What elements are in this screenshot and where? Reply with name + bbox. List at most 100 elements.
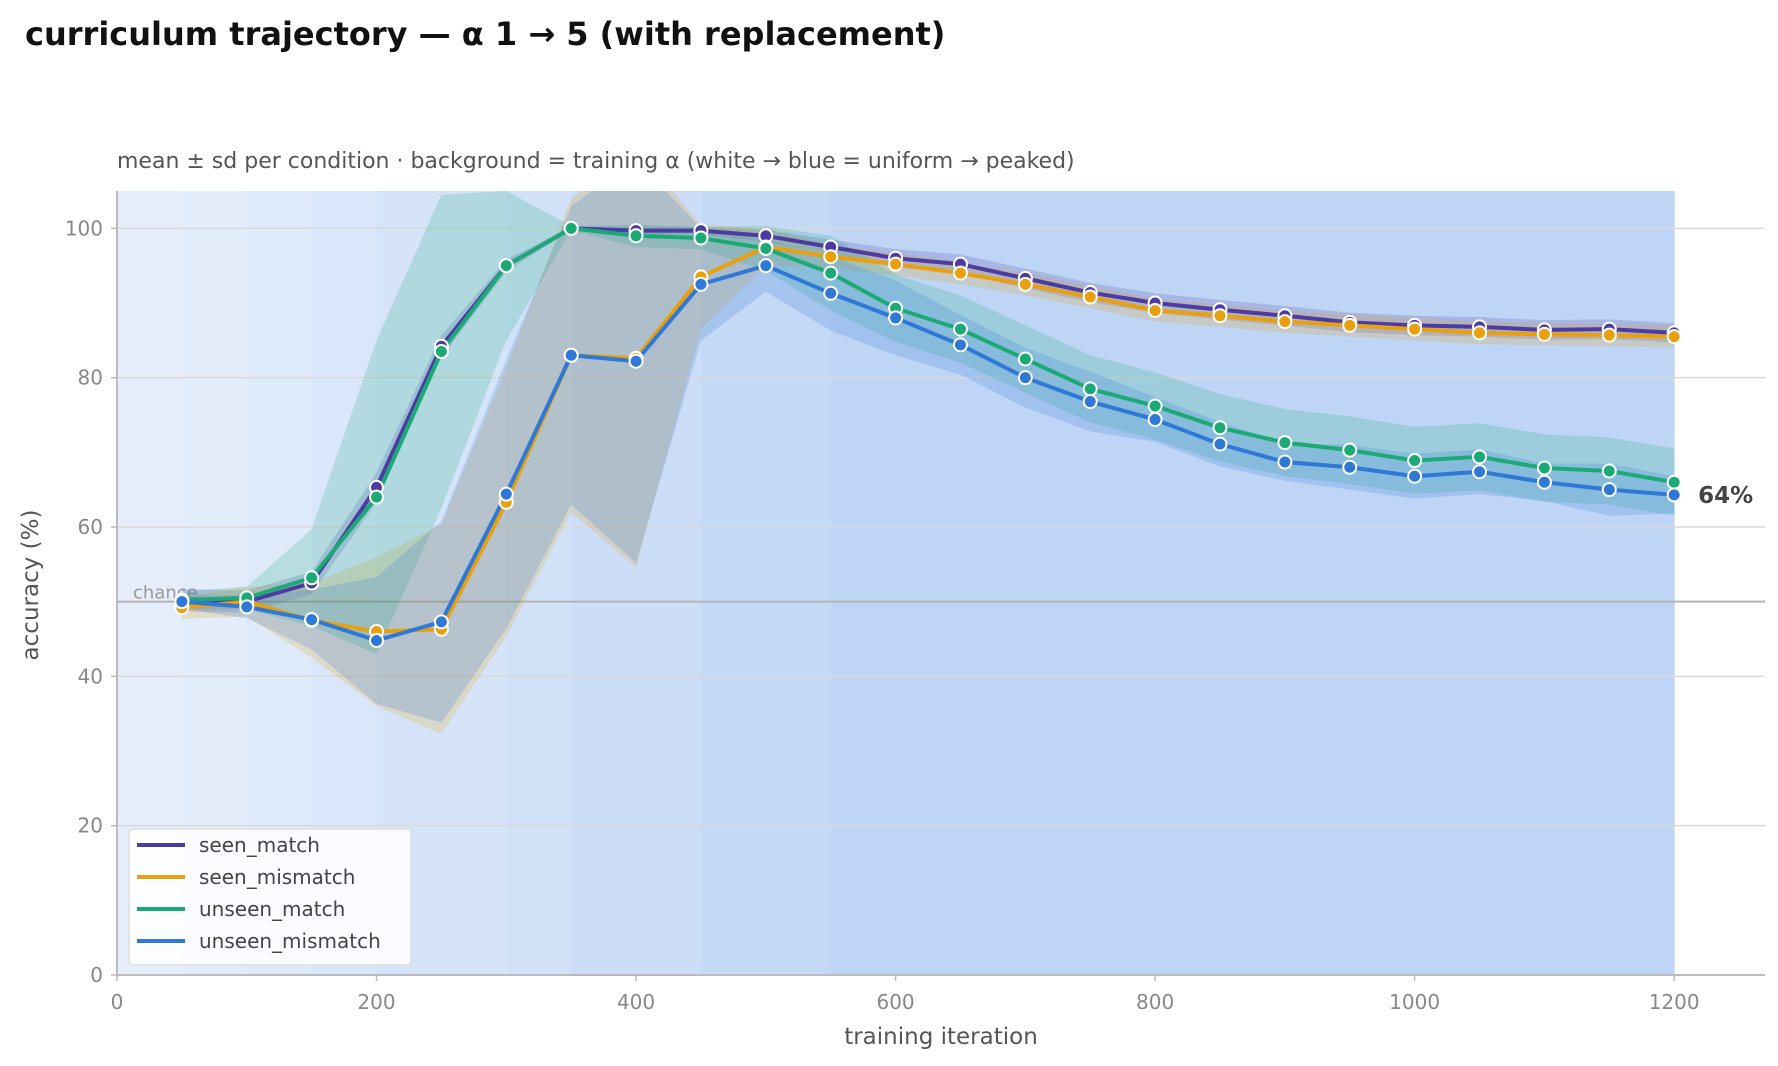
y-tick-label: 80: [78, 366, 103, 390]
point-unseen-mismatch: [693, 276, 709, 292]
legend: seen_match seen_mismatch unseen_matchunsee…: [128, 828, 412, 966]
point-unseen-match: [498, 258, 514, 274]
end-annotation: 64%: [1698, 483, 1753, 509]
point-seen-mismatch: [1017, 276, 1033, 292]
point-unseen-mismatch: [758, 258, 774, 274]
point-unseen-mismatch: [1342, 459, 1358, 475]
sd-band-unseen-match: [181, 191, 1675, 654]
point-unseen-match: [1601, 463, 1617, 479]
point-unseen-mismatch: [174, 594, 190, 610]
point-seen-mismatch: [1601, 327, 1617, 343]
point-unseen-match: [433, 344, 449, 360]
point-unseen-match: [369, 489, 385, 505]
point-unseen-match: [1536, 460, 1552, 476]
sd-band-seen-mismatch: [181, 191, 1675, 734]
point-unseen-mismatch: [1082, 394, 1098, 410]
x-axis-label: training iteration: [844, 1024, 1038, 1050]
sd-band-unseen-mismatch: [181, 191, 1675, 723]
series-line-seen-match: [181, 226, 1675, 604]
y-tick-label: 60: [78, 515, 103, 539]
point-unseen-mismatch: [628, 353, 644, 369]
y-tick-label: 20: [78, 814, 103, 838]
point-unseen-match: [1147, 398, 1163, 414]
point-unseen-mismatch: [1601, 482, 1617, 498]
series-lines: [181, 226, 1675, 643]
x-tick-label: 400: [617, 990, 655, 1014]
point-seen-mismatch: [1342, 317, 1358, 333]
point-unseen-mismatch: [433, 614, 449, 630]
point-unseen-mismatch: [1666, 487, 1682, 503]
point-unseen-match: [563, 220, 579, 236]
end-value-label: 64%: [1698, 483, 1753, 509]
point-unseen-mismatch: [239, 599, 255, 615]
point-seen-mismatch: [1277, 314, 1293, 330]
point-seen-mismatch: [952, 265, 968, 281]
point-unseen-mismatch: [1407, 468, 1423, 484]
series-line-seen-mismatch: [181, 245, 1675, 634]
point-unseen-mismatch: [498, 486, 514, 502]
legend-label-unseen-match: unseen_match: [199, 897, 345, 921]
alpha-stripe: [571, 191, 702, 975]
plot-background: [117, 191, 1675, 975]
x-tick-label: 0: [111, 990, 124, 1014]
x-tick-label: 600: [876, 990, 914, 1014]
point-seen-mismatch: [1536, 326, 1552, 342]
point-unseen-match: [1407, 453, 1423, 469]
alpha-stripe: [506, 191, 572, 975]
point-unseen-match: [758, 240, 774, 256]
point-unseen-match: [1472, 449, 1488, 465]
point-unseen-match: [304, 570, 320, 586]
point-unseen-mismatch: [369, 632, 385, 648]
x-tick-label: 800: [1136, 990, 1174, 1014]
legend-label-seen-match: seen_match: [199, 833, 320, 857]
point-unseen-match: [628, 228, 644, 244]
point-unseen-match: [1277, 435, 1293, 451]
point-unseen-mismatch: [823, 285, 839, 301]
chart-title: curriculum trajectory — α 1 → 5 (with re…: [25, 15, 945, 53]
point-unseen-mismatch: [888, 310, 904, 326]
point-seen-mismatch: [888, 256, 904, 272]
series-points: [174, 220, 1682, 648]
series-line-unseen-match: [181, 226, 1675, 603]
point-seen-mismatch: [1147, 302, 1163, 318]
point-seen-mismatch: [1212, 308, 1228, 324]
x-tick-label: 1200: [1649, 990, 1700, 1014]
point-seen-mismatch: [1666, 329, 1682, 345]
point-seen-mismatch: [1082, 289, 1098, 305]
axes: [116, 191, 1765, 976]
point-unseen-mismatch: [563, 347, 579, 363]
point-unseen-match: [1666, 474, 1682, 490]
point-unseen-match: [1212, 420, 1228, 436]
point-unseen-match: [693, 230, 709, 246]
legend-box: [128, 828, 412, 966]
alpha-stripe: [830, 191, 1675, 975]
point-unseen-mismatch: [1212, 436, 1228, 452]
y-tick-label: 0: [90, 963, 103, 987]
legend-label-seen-mismatch: seen_mismatch: [199, 865, 355, 889]
point-unseen-mismatch: [1147, 411, 1163, 427]
alpha-stripe: [700, 191, 832, 975]
tick-labels: 0 200 400 600 800 1000 1200 0 20 40 60 80 100: [65, 216, 1700, 1014]
point-seen-mismatch: [1472, 325, 1488, 341]
point-seen-mismatch: [823, 249, 839, 265]
point-unseen-match: [823, 265, 839, 281]
y-axis-label: accuracy (%): [18, 510, 44, 661]
series-line-unseen-mismatch: [181, 263, 1675, 643]
point-seen-mismatch: [1407, 321, 1423, 337]
chart-subtitle: mean ± sd per condition · background = t…: [117, 149, 1075, 174]
legend-label-unseen-mismatch: unseen_mismatch: [199, 929, 381, 953]
point-unseen-match: [1017, 351, 1033, 367]
gridlines: [117, 227, 1765, 827]
x-tick-label: 200: [357, 990, 395, 1014]
point-unseen-mismatch: [1472, 464, 1488, 480]
point-unseen-match: [1082, 381, 1098, 397]
point-unseen-mismatch: [952, 337, 968, 353]
y-tick-label: 40: [78, 664, 103, 688]
y-tick-label: 100: [65, 216, 103, 240]
point-unseen-mismatch: [1017, 370, 1033, 386]
point-unseen-mismatch: [1277, 454, 1293, 470]
x-tick-label: 1000: [1389, 990, 1440, 1014]
point-unseen-mismatch: [304, 612, 320, 628]
point-unseen-match: [952, 321, 968, 337]
